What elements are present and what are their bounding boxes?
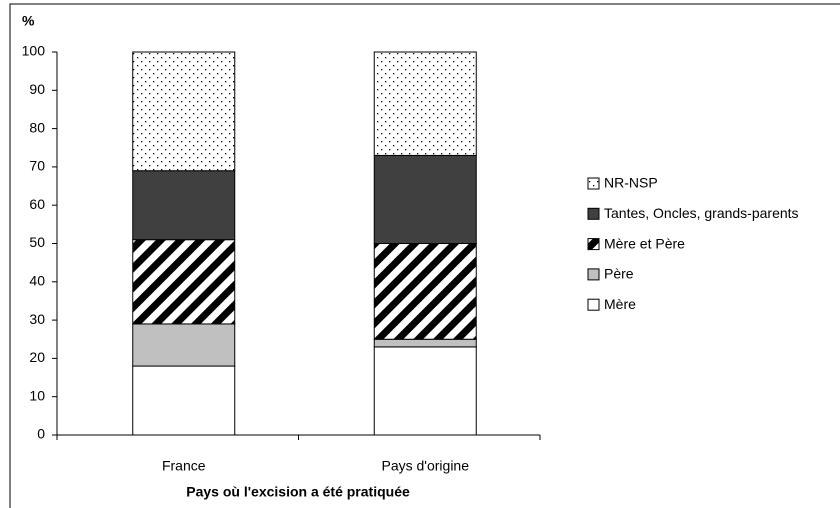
legend-label: NR-NSP <box>604 175 658 191</box>
bar-segment <box>132 51 236 172</box>
legend-swatch <box>587 177 600 190</box>
bar-segment <box>132 365 236 436</box>
chart-frame <box>9 3 840 508</box>
bar-segment <box>373 51 477 156</box>
y-tick-label: 30 <box>29 311 45 327</box>
legend-swatch <box>587 207 600 220</box>
bar-segment <box>373 338 477 348</box>
x-tick-label: France <box>162 458 206 474</box>
legend-swatch <box>587 298 600 311</box>
bar-segment <box>132 170 236 241</box>
legend-swatch <box>587 268 600 281</box>
legend-swatch <box>587 238 600 251</box>
bar-segment <box>132 239 236 325</box>
legend-label: Mère et Père <box>604 235 685 251</box>
y-tick-label: 0 <box>37 426 45 442</box>
y-tick-label: 10 <box>29 387 45 403</box>
x-tick-label: Pays d'origine <box>382 458 470 474</box>
y-unit-label: % <box>22 13 35 29</box>
y-tick-label: 90 <box>29 81 45 97</box>
bar-segment <box>373 154 477 244</box>
legend-label: Mère <box>604 296 636 312</box>
legend-label: Tantes, Oncles, grands-parents <box>604 205 799 221</box>
y-tick-label: 60 <box>29 196 45 212</box>
legend-label: Père <box>604 266 634 282</box>
y-tick-label: 80 <box>29 119 45 135</box>
y-tick-label: 50 <box>29 234 45 250</box>
y-tick-label: 70 <box>29 158 45 174</box>
y-tick-label: 40 <box>29 273 45 289</box>
y-tick-label: 20 <box>29 349 45 365</box>
bar-segment <box>373 243 477 340</box>
x-axis-label: Pays où l'excision a été pratiquée <box>186 484 410 500</box>
bar-segment <box>373 346 477 436</box>
bar-segment <box>132 323 236 367</box>
y-tick-label: 100 <box>22 43 46 59</box>
